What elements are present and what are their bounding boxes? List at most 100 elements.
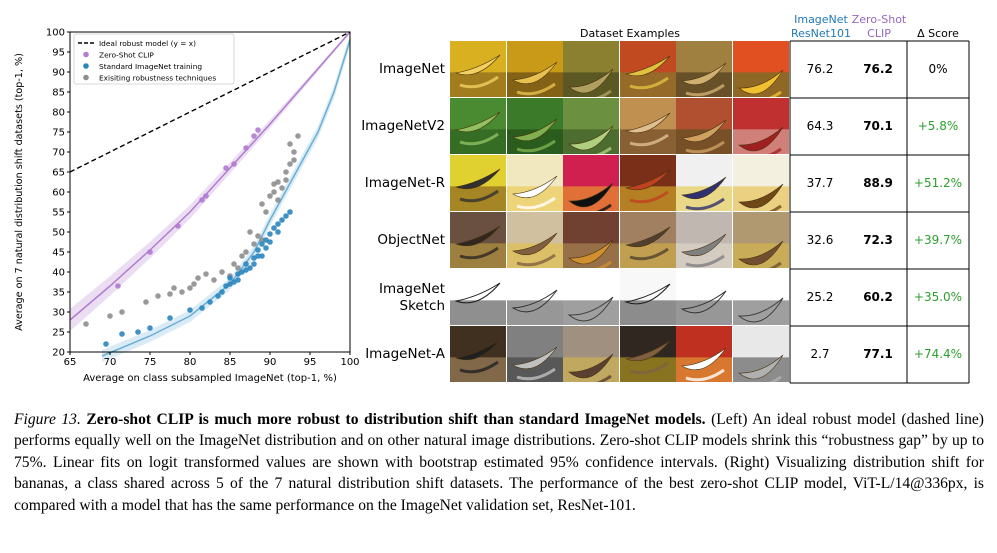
thumbnail-drawing [563, 155, 619, 211]
cell-delta-5: +74.4% [913, 346, 963, 361]
point-2-20 [251, 241, 257, 247]
banana-thumbnail [676, 326, 732, 382]
thumb-shade [620, 186, 676, 211]
thumb-shade [620, 357, 676, 382]
legend-label-2: Standard ImageNet training [99, 62, 202, 71]
y-tick-label-7: 55 [52, 208, 65, 219]
point-2-10 [195, 275, 201, 281]
point-0-6 [231, 161, 237, 167]
legend-label-0: Ideal robust model (y = x) [99, 39, 196, 48]
banana-shape-2 [768, 90, 782, 97]
resnet-header-text: ImageNet ResNet101 [791, 13, 851, 40]
thumb-shade [676, 300, 732, 325]
figure-caption: Figure 13. Zero-shot CLIP is much more r… [14, 409, 984, 516]
thumb-shade [620, 243, 676, 268]
banana-thumbnail [507, 98, 563, 154]
y-tick-label-12: 80 [52, 108, 65, 119]
y-tick-label-16: 100 [46, 28, 65, 39]
point-2-19 [247, 229, 253, 235]
banana-shape [738, 183, 784, 209]
banana-shape [681, 233, 727, 257]
point-0-9 [255, 127, 261, 133]
point-0-0 [115, 283, 121, 289]
cell-delta-0: 0% [928, 61, 948, 76]
caption-figure-label: Figure 13. [14, 411, 81, 428]
banana-shape-2 [596, 374, 612, 382]
banana-thumbnail [450, 155, 506, 211]
row-label-1: ImageNetV2 [361, 118, 445, 134]
thumbnail-drawing [676, 269, 732, 325]
banana-thumbnail [620, 269, 676, 325]
banana-shape [454, 225, 501, 247]
cell-resnet-2: 37.7 [806, 175, 834, 190]
thumbnail-drawing [450, 98, 506, 154]
banana-shape-2 [516, 367, 556, 381]
point-1-23 [255, 247, 261, 253]
banana-thumbnail [620, 212, 676, 268]
y-tick-label-1: 25 [52, 328, 65, 339]
cell-clip-0: 76.2 [863, 61, 893, 76]
clip-column-header: Zero-Shot CLIP [848, 13, 910, 41]
thumbnail-drawing [563, 98, 619, 154]
cell-delta-2: +51.2% [913, 175, 963, 190]
cell-resnet-4: 25.2 [806, 289, 834, 304]
point-1-20 [251, 261, 257, 267]
point-1-0 [103, 341, 109, 347]
banana-thumbnail [507, 41, 563, 97]
banana-shape-2 [629, 76, 669, 90]
thumb-shade [733, 300, 789, 325]
banana-shape [737, 297, 784, 323]
point-1-35 [287, 209, 293, 215]
y-tick-label-4: 40 [52, 268, 65, 279]
banana-shape [512, 175, 558, 199]
point-1-8 [215, 293, 221, 299]
point-2-12 [211, 277, 217, 283]
point-1-5 [187, 307, 193, 313]
banana-thumbnail [450, 269, 506, 325]
point-1-24 [259, 253, 265, 259]
point-1-28 [267, 239, 273, 245]
banana-thumbnail [733, 155, 789, 211]
banana-shape-2 [596, 260, 612, 268]
banana-shape [511, 289, 558, 313]
banana-shape [624, 169, 671, 191]
banana-shape [624, 55, 671, 77]
x-tick-label-0: 65 [64, 357, 77, 368]
banana-shape [624, 283, 671, 305]
banana-shape [568, 68, 614, 94]
banana-shape [738, 126, 784, 152]
y-tick-label-0: 20 [52, 348, 65, 359]
point-2-33 [291, 157, 297, 163]
banana-shape-2 [629, 361, 669, 375]
banana-thumbnail [563, 98, 619, 154]
banana-shape [681, 347, 727, 371]
banana-shape-2 [596, 146, 612, 154]
point-0-7 [243, 145, 249, 151]
banana-shape [738, 240, 784, 266]
row-label-3: ObjectNet [377, 232, 445, 248]
caption-title: Zero-shot CLIP is much more robust to di… [86, 411, 706, 428]
point-2-1 [107, 313, 113, 319]
cell-resnet-3: 32.6 [806, 232, 834, 247]
banana-shape-2 [596, 203, 612, 211]
banana-shape-2 [768, 261, 782, 268]
point-2-15 [231, 261, 237, 267]
point-1-4 [167, 315, 173, 321]
banana-shape [454, 339, 501, 361]
thumbnail-drawing [507, 155, 563, 211]
point-2-11 [203, 271, 209, 277]
banana-shape [512, 61, 558, 85]
point-2-16 [235, 265, 241, 271]
cell-delta-1: +5.8% [917, 118, 959, 133]
x-tick-label-6: 95 [304, 357, 317, 368]
banana-thumbnail [676, 41, 732, 97]
thumb-shade [450, 300, 506, 325]
banana-shape [512, 346, 558, 370]
banana-shape [568, 125, 614, 151]
cell-delta-3: +39.7% [913, 232, 963, 247]
thumbnail-drawing [620, 98, 676, 154]
point-0-8 [251, 133, 257, 139]
thumbnail-drawing [676, 98, 732, 154]
point-2-22 [259, 237, 265, 243]
point-2-8 [187, 285, 193, 291]
